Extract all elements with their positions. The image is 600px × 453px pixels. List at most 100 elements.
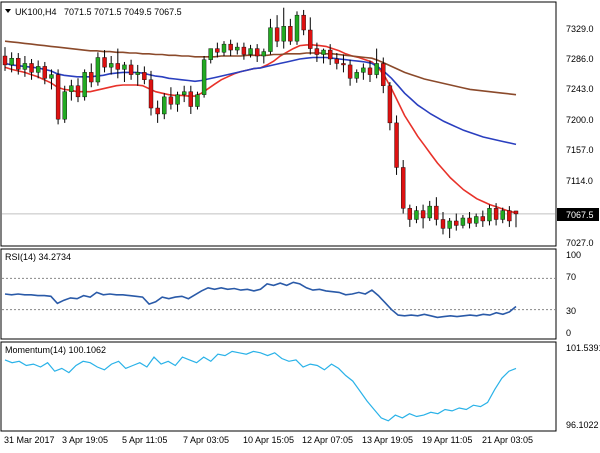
candle-body bbox=[89, 72, 94, 83]
candle-body bbox=[400, 167, 406, 209]
price-tick-label: 7243.0 bbox=[566, 84, 594, 94]
candle-body bbox=[434, 205, 439, 220]
candle-body bbox=[235, 46, 240, 51]
rsi-tick-label: 30 bbox=[566, 306, 576, 316]
candle-body bbox=[354, 72, 359, 79]
symbol-label: UK100,H4 bbox=[15, 7, 57, 17]
price-tick-label: 7200.0 bbox=[566, 115, 594, 125]
candle-body bbox=[221, 43, 227, 53]
candle-body bbox=[361, 67, 366, 73]
candle-body bbox=[294, 14, 300, 42]
time-axis: 31 Mar 2017 3 Apr 19:05 5 Apr 11:05 7 Ap… bbox=[4, 435, 533, 445]
candle-body bbox=[334, 58, 340, 64]
candle-body bbox=[208, 48, 213, 60]
time-tick-label: 21 Apr 03:05 bbox=[482, 435, 533, 445]
price-plot bbox=[2, 7, 555, 239]
momentum-tick-label: 96.1022 bbox=[566, 420, 599, 430]
candle-body bbox=[467, 217, 472, 224]
candle-body bbox=[513, 210, 519, 215]
candle-body bbox=[162, 96, 167, 115]
time-tick-label: 7 Apr 03:05 bbox=[183, 435, 229, 445]
momentum-plot bbox=[4, 350, 517, 422]
candle-body bbox=[155, 107, 160, 115]
candle-body bbox=[122, 64, 127, 70]
price-tick-label: 7114.0 bbox=[566, 176, 593, 186]
rsi-line bbox=[4, 281, 517, 319]
price-tick-label: 7286.0 bbox=[566, 54, 594, 64]
candle-body bbox=[241, 46, 247, 55]
candle-body bbox=[75, 85, 81, 98]
ohlc-readout: 7071.5 7071.5 7049.5 7067.5 bbox=[64, 7, 182, 17]
candle-body bbox=[2, 55, 8, 66]
price-axis: 7329.0 7286.0 7243.0 7200.0 7157.0 7114.… bbox=[557, 24, 599, 248]
candle-body bbox=[62, 91, 67, 120]
candle-body bbox=[115, 63, 121, 70]
rsi-title: RSI(14) 34.2734 bbox=[5, 252, 71, 262]
time-tick-label: 19 Apr 11:05 bbox=[422, 435, 472, 445]
candle-body bbox=[420, 210, 426, 219]
candle-body bbox=[454, 220, 459, 226]
candle-body bbox=[327, 49, 333, 60]
candle-body bbox=[228, 43, 233, 51]
candle-body bbox=[500, 210, 505, 220]
candle-body bbox=[487, 208, 492, 222]
candle-body bbox=[394, 122, 399, 168]
candle-body bbox=[9, 58, 14, 66]
rsi-tick-label: 70 bbox=[566, 272, 576, 282]
candle-body bbox=[381, 63, 386, 86]
candle-body bbox=[128, 64, 134, 75]
candle-body bbox=[274, 27, 280, 42]
candle-body bbox=[308, 29, 313, 49]
candle-body bbox=[314, 48, 320, 55]
candle-body bbox=[142, 72, 147, 80]
candle-body bbox=[35, 66, 41, 73]
time-tick-label: 10 Apr 15:05 bbox=[243, 435, 294, 445]
candle-body bbox=[268, 27, 273, 52]
candle-body bbox=[347, 64, 353, 79]
candle-body bbox=[168, 96, 174, 105]
candle-body bbox=[248, 48, 253, 55]
rsi-tick-label: 100 bbox=[566, 250, 581, 260]
candle-body bbox=[22, 63, 28, 70]
candle-body bbox=[201, 59, 207, 95]
candle-body bbox=[148, 79, 154, 109]
candle-body bbox=[102, 57, 107, 68]
rsi-plot bbox=[2, 277, 555, 319]
collapse-triangle-icon[interactable] bbox=[5, 9, 11, 13]
candle-body bbox=[288, 26, 293, 42]
candle-body bbox=[29, 63, 34, 73]
candle-body bbox=[493, 208, 499, 220]
candle-body bbox=[407, 208, 413, 220]
candle-body bbox=[42, 66, 48, 79]
candle-body bbox=[447, 220, 452, 229]
candle-body bbox=[49, 74, 54, 79]
rsi-tick-label: 0 bbox=[566, 328, 571, 338]
candle-body bbox=[135, 72, 140, 75]
time-tick-label: 12 Apr 07:05 bbox=[302, 435, 353, 445]
rsi-panel-frame bbox=[0, 248, 557, 340]
price-tick-label: 7329.0 bbox=[566, 24, 594, 34]
candle-body bbox=[440, 219, 446, 229]
candle-body bbox=[108, 63, 114, 68]
candle-body bbox=[414, 210, 419, 220]
momentum-line bbox=[4, 350, 517, 422]
momentum-panel-frame bbox=[0, 341, 557, 432]
time-tick-label: 13 Apr 19:05 bbox=[362, 435, 413, 445]
candle-body bbox=[188, 91, 194, 107]
candle-body bbox=[387, 85, 393, 124]
price-tick-label: 7027.0 bbox=[566, 238, 594, 248]
candle-body bbox=[301, 14, 306, 31]
candle-body bbox=[367, 67, 373, 75]
time-tick-label: 5 Apr 11:05 bbox=[122, 435, 167, 445]
price-panel-frame bbox=[0, 1, 557, 247]
candle-body bbox=[215, 48, 220, 53]
candle-body bbox=[16, 58, 21, 70]
time-tick-label: 31 Mar 2017 bbox=[4, 435, 55, 445]
candle-body bbox=[374, 63, 379, 75]
candle-body bbox=[427, 205, 432, 219]
candle-body bbox=[195, 94, 200, 107]
candle-body bbox=[473, 216, 479, 224]
current-price-box bbox=[557, 208, 599, 221]
